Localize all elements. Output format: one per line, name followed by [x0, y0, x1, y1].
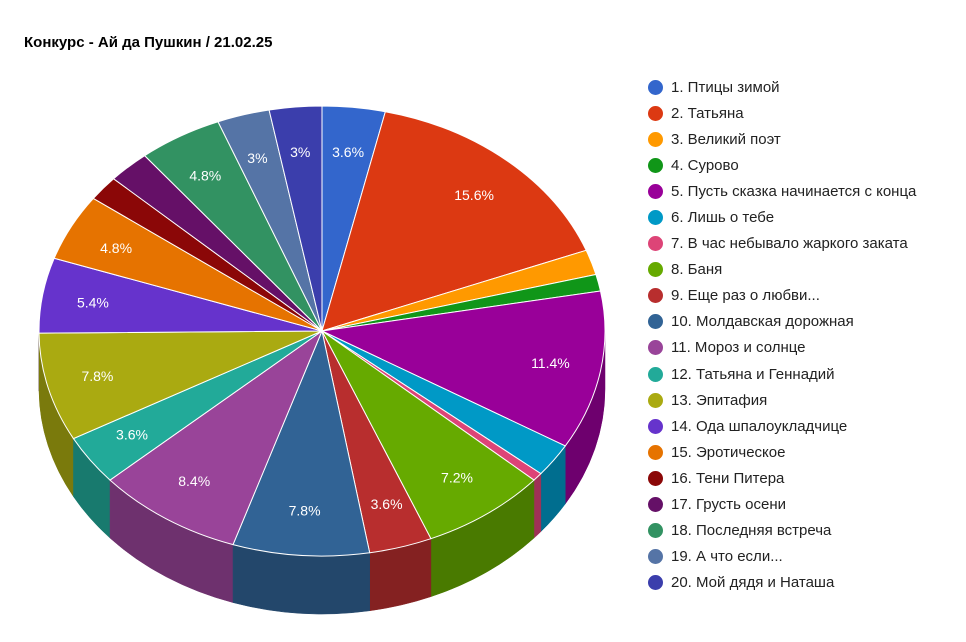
legend-label: 18. Последняя встреча — [671, 522, 832, 540]
legend-swatch — [648, 79, 663, 95]
legend-label: 5. Пусть сказка начинается с конца — [671, 182, 917, 200]
legend-item[interactable]: 15. Эротическое — [648, 439, 958, 465]
legend-item[interactable]: 14. Ода шпалоукладчице — [648, 413, 958, 439]
slice-10-percent-label: 7.8% — [289, 503, 321, 519]
slice-8-percent-label: 7.2% — [441, 469, 473, 485]
slice-20-percent-label: 3% — [290, 144, 310, 160]
legend-label: 8. Баня — [671, 261, 723, 279]
legend-swatch — [648, 262, 663, 278]
pie-tops — [38, 105, 606, 557]
slice-8-top[interactable] — [321, 330, 535, 540]
legend-item[interactable]: 2. Татьяна — [648, 100, 958, 126]
legend-swatch — [648, 392, 663, 408]
legend-label: 1. Птицы зимой — [671, 78, 780, 96]
slice-13-top[interactable] — [38, 330, 323, 440]
legend-label: 19. А что если... — [671, 548, 783, 566]
legend-label: 7. В час небывало жаркого заката — [671, 235, 908, 253]
legend-item[interactable]: 11. Мороз и солнце — [648, 335, 958, 361]
legend-swatch — [648, 470, 663, 486]
legend-label: 2. Татьяна — [671, 104, 744, 122]
legend-item[interactable]: 8. Баня — [648, 257, 958, 283]
legend-swatch — [648, 366, 663, 382]
legend-item[interactable]: 12. Татьяна и Геннадий — [648, 361, 958, 387]
legend-swatch — [648, 105, 663, 121]
legend-label: 15. Эротическое — [671, 443, 786, 461]
legend-item[interactable]: 4. Сурово — [648, 152, 958, 178]
legend-item[interactable]: 7. В час небывало жаркого заката — [648, 231, 958, 257]
chart-title: Конкурс - Ай да Пушкин / 21.02.25 — [24, 34, 273, 51]
legend-swatch — [648, 340, 663, 356]
slice-12-percent-label: 3.6% — [116, 426, 148, 442]
legend-item[interactable]: 9. Еще раз о любви... — [648, 283, 958, 309]
slice-5-percent-label: 11.4% — [531, 355, 570, 371]
legend-item[interactable]: 17. Грусть осени — [648, 492, 958, 518]
legend-swatch — [648, 210, 663, 226]
legend-swatch — [648, 497, 663, 513]
slice-2-top[interactable] — [321, 111, 587, 332]
pie-sides — [38, 330, 606, 615]
legend-item[interactable]: 3. Великий поэт — [648, 126, 958, 152]
legend-label: 12. Татьяна и Геннадий — [671, 365, 835, 383]
legend-item[interactable]: 19. А что если... — [648, 544, 958, 570]
legend-swatch — [648, 418, 663, 434]
legend-item[interactable]: 13. Эпитафия — [648, 387, 958, 413]
slice-13-percent-label: 7.8% — [81, 368, 113, 384]
legend-label: 14. Ода шпалоукладчице — [671, 417, 848, 435]
slice-1-percent-label: 3.6% — [332, 144, 364, 160]
slice-11-percent-label: 8.4% — [178, 473, 210, 489]
legend-label: 10. Молдавская дорожная — [671, 313, 854, 331]
legend-swatch — [648, 314, 663, 330]
slice-10-top[interactable] — [232, 329, 371, 557]
legend-swatch — [648, 549, 663, 565]
slice-9-percent-label: 3.6% — [371, 496, 403, 512]
legend-swatch — [648, 183, 663, 199]
legend-item[interactable]: 1. Птицы зимой — [648, 74, 958, 100]
legend-swatch — [648, 288, 663, 304]
slice-11-top[interactable] — [109, 329, 324, 546]
legend-swatch — [648, 523, 663, 539]
legend-label: 17. Грусть осени — [671, 496, 787, 514]
legend-item[interactable]: 16. Тени Питера — [648, 465, 958, 491]
legend-item[interactable]: 18. Последняя встреча — [648, 518, 958, 544]
legend-item[interactable]: 6. Лишь о тебе — [648, 204, 958, 230]
legend-item[interactable]: 20. Мой дядя и Наташа — [648, 570, 958, 596]
slice-19-percent-label: 3% — [247, 150, 267, 166]
legend-label: 13. Эпитафия — [671, 391, 768, 409]
legend-item[interactable]: 5. Пусть сказка начинается с конца — [648, 178, 958, 204]
slice-15-percent-label: 4.8% — [100, 240, 132, 256]
pie-labels: 3.6% 15.6% 11.4% 7.2% 3.6% 7.8% 8.4% 3.6% 7.8% 5.… — [77, 144, 570, 519]
legend-label: 4. Сурово — [671, 156, 739, 174]
slice-20-top[interactable] — [268, 105, 323, 332]
legend-label: 3. Великий поэт — [671, 130, 781, 148]
slice-5-top[interactable] — [320, 290, 606, 447]
legend-label: 11. Мороз и солнце — [671, 339, 806, 357]
legend-swatch — [648, 236, 663, 252]
legend-swatch — [648, 131, 663, 147]
legend-label: 6. Лишь о тебе — [671, 209, 775, 227]
legend-swatch — [648, 444, 663, 460]
legend-label: 20. Мой дядя и Наташа — [671, 574, 835, 592]
slice-2-percent-label: 15.6% — [454, 187, 494, 203]
slice-7-side — [533, 473, 542, 539]
slice-14-percent-label: 5.4% — [77, 294, 109, 310]
legend-swatch — [648, 157, 663, 173]
slice-18-percent-label: 4.8% — [189, 167, 221, 183]
legend-label: 9. Еще раз о любви... — [671, 287, 820, 305]
legend-swatch — [648, 575, 663, 591]
legend-item[interactable]: 10. Молдавская дорожная — [648, 309, 958, 335]
legend: 1. Птицы зимой 2. Татьяна 3. Великий поэт 4… — [648, 74, 958, 596]
legend-label: 16. Тени Питера — [671, 469, 785, 487]
